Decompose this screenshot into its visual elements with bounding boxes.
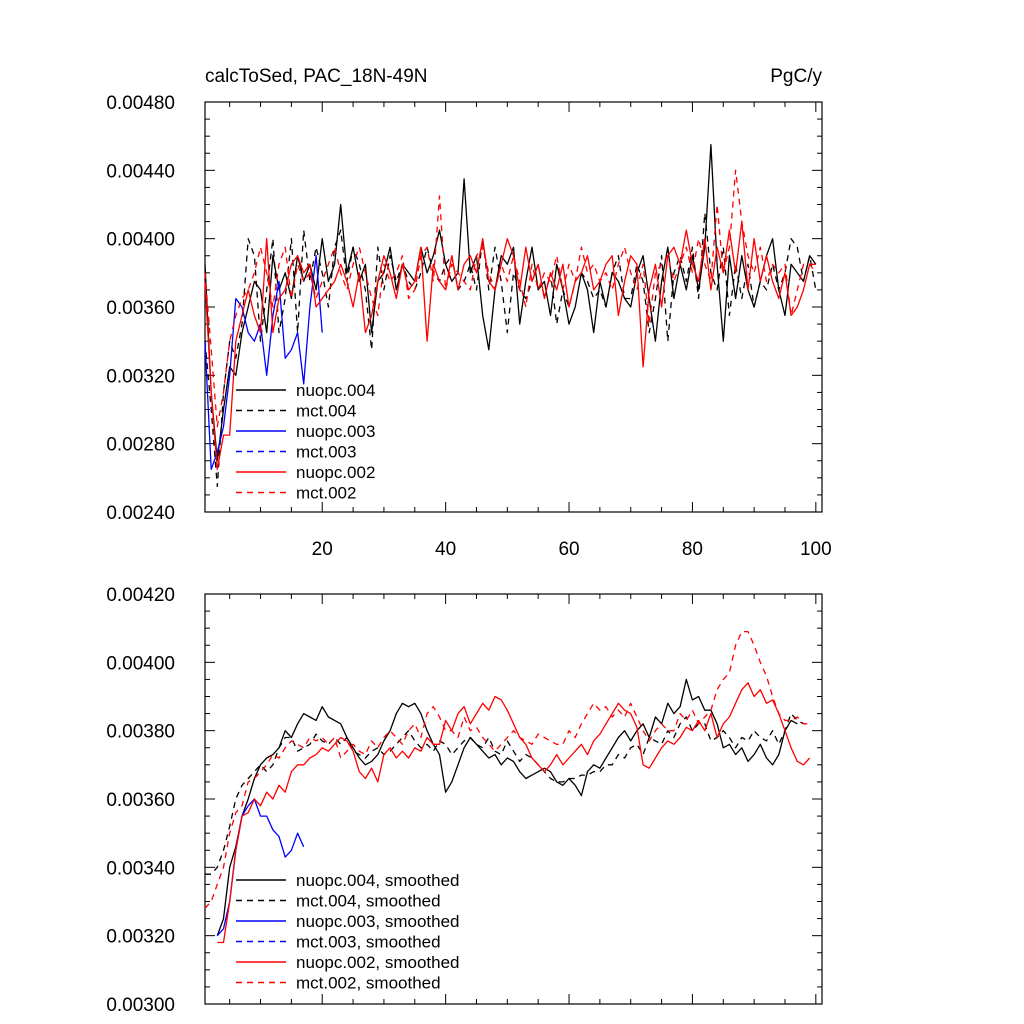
- legend-label: nuopc.003: [296, 422, 375, 441]
- chart-title: calcToSed, PAC_18N-49N: [205, 66, 427, 87]
- y-tick-label: 0.00420: [106, 585, 175, 606]
- legend-label: nuopc.003, smoothed: [296, 912, 460, 931]
- y-tick-label: 0.00240: [106, 503, 175, 524]
- bottom-panel: 0.00300 0.00320 0.00340 0.00360 0.00380 0.004…: [106, 585, 823, 1016]
- series-line: [204, 255, 323, 470]
- series-line: [204, 144, 817, 462]
- legend-label: mct.003, smoothed: [296, 933, 441, 952]
- x-tick-label: 20: [312, 539, 333, 560]
- y-tick-label: 0.00340: [106, 858, 175, 879]
- y-tick-label: 0.00300: [106, 995, 175, 1016]
- legend-label: nuopc.002, smoothed: [296, 953, 460, 972]
- y-tick-label: 0.00380: [106, 722, 175, 743]
- series-line: [205, 712, 804, 875]
- legend-label: mct.002, smoothed: [296, 974, 441, 993]
- chart-units: PgC/y: [770, 66, 822, 87]
- y-tick-label: 0.00360: [106, 298, 175, 319]
- legend-label: nuopc.002: [296, 463, 375, 482]
- series-line: [204, 169, 817, 428]
- series-line: [204, 212, 817, 488]
- y-tick-label: 0.00360: [106, 790, 175, 811]
- x-tick-label: 80: [682, 539, 703, 560]
- x-tick-label: 100: [800, 539, 832, 560]
- legend-label: nuopc.004: [296, 381, 375, 400]
- y-tick-label: 0.00400: [106, 230, 175, 251]
- x-tick-label: 60: [558, 539, 579, 560]
- legend-label: nuopc.004, smoothed: [296, 871, 460, 890]
- y-tick-label: 0.00480: [106, 93, 175, 114]
- series-line: [204, 220, 816, 470]
- y-tick-label: 0.00320: [106, 366, 175, 387]
- series-line: [217, 682, 811, 944]
- top-panel: 20 40 60 80 100 0.00240 0.00280 0.00320 0.00360 0…: [106, 93, 831, 560]
- y-tick-label: 0.00320: [106, 927, 175, 948]
- y-tick-label: 0.00440: [106, 161, 175, 182]
- legend-label: mct.003: [296, 443, 356, 462]
- y-tick-label: 0.00280: [106, 435, 175, 456]
- series-line: [216, 678, 798, 936]
- x-tick-label: 40: [435, 539, 456, 560]
- legend-label: mct.002: [296, 484, 356, 503]
- y-tick-label: 0.00400: [106, 653, 175, 674]
- legend-label: mct.004, smoothed: [296, 892, 441, 911]
- series-line: [204, 630, 810, 909]
- legend-label: mct.004: [296, 402, 356, 421]
